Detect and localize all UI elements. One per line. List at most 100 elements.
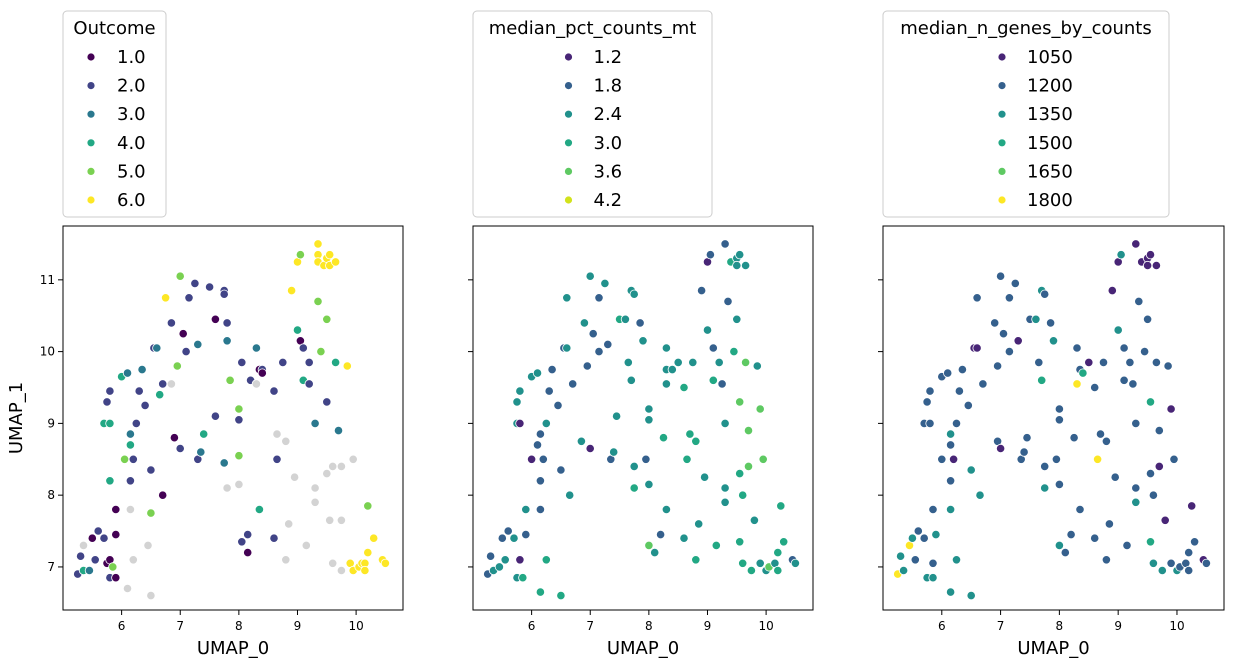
- data-point: [544, 386, 554, 396]
- data-point: [1046, 318, 1056, 328]
- data-point: [1040, 483, 1050, 493]
- data-point: [146, 465, 156, 475]
- data-point: [1075, 504, 1085, 515]
- data-point: [272, 454, 282, 464]
- data-point: [155, 390, 165, 400]
- x-tick-label: 6: [118, 619, 126, 633]
- data-point: [146, 508, 156, 518]
- data-point: [541, 555, 551, 565]
- data-point: [78, 540, 89, 551]
- data-point: [111, 504, 121, 515]
- data-point: [635, 318, 645, 328]
- data-point: [286, 285, 297, 296]
- data-point: [105, 476, 115, 486]
- data-point: [735, 397, 745, 407]
- data-point: [538, 454, 548, 464]
- data-point: [978, 379, 988, 389]
- data-point: [1019, 447, 1029, 457]
- data-point: [521, 504, 531, 515]
- data-point: [243, 529, 253, 540]
- data-point: [556, 465, 566, 475]
- data-point: [562, 343, 572, 353]
- data-point: [251, 379, 261, 389]
- data-point: [945, 476, 956, 486]
- data-point: [661, 343, 672, 353]
- data-point: [322, 314, 332, 324]
- legend-label: 1200: [1027, 76, 1073, 97]
- data-point: [755, 404, 765, 414]
- data-point: [134, 386, 144, 396]
- legend-title: Outcome: [73, 18, 155, 39]
- data-point: [919, 533, 929, 543]
- data-point: [708, 375, 718, 385]
- data-point: [169, 433, 179, 443]
- data-point: [992, 361, 1003, 371]
- data-point: [143, 540, 153, 551]
- legend: median_pct_counts_mt 1.2 1.8 2.4 3.0 3.6 4.2: [472, 10, 713, 218]
- data-point: [210, 314, 220, 324]
- data-point: [749, 515, 760, 525]
- data-point: [620, 314, 631, 324]
- data-point: [1090, 382, 1100, 393]
- data-point: [1110, 472, 1120, 482]
- data-point: [281, 555, 291, 565]
- data-point: [702, 325, 713, 335]
- data-point: [269, 386, 279, 396]
- data-point: [732, 314, 742, 324]
- data-point: [234, 415, 244, 425]
- data-point: [328, 461, 338, 471]
- data-point: [1131, 239, 1141, 249]
- data-point: [588, 329, 598, 339]
- data-point: [738, 558, 748, 568]
- data-point: [714, 357, 724, 367]
- legend-marker: [86, 138, 96, 148]
- plot-frame: [472, 225, 814, 611]
- data-point: [931, 529, 941, 540]
- data-point: [122, 583, 133, 594]
- data-point: [638, 336, 648, 346]
- data-point: [667, 364, 677, 375]
- data-point: [1134, 296, 1144, 306]
- data-point: [609, 447, 619, 457]
- data-point: [125, 504, 135, 515]
- legend-marker: [86, 81, 96, 90]
- data-point: [328, 558, 338, 568]
- data-point: [655, 529, 666, 540]
- data-point: [363, 547, 373, 558]
- data-point: [720, 483, 730, 493]
- data-point: [1054, 415, 1065, 425]
- data-point: [102, 397, 112, 407]
- data-point: [243, 547, 253, 558]
- data-point: [360, 565, 370, 576]
- data-point: [951, 418, 962, 428]
- data-point: [172, 361, 182, 371]
- data-point: [304, 379, 314, 389]
- data-point: [1004, 293, 1015, 303]
- data-point: [720, 418, 730, 428]
- data-point: [928, 573, 938, 583]
- data-point: [779, 537, 789, 547]
- data-point: [556, 590, 566, 601]
- legend-marker: [86, 166, 96, 176]
- chart-panel-3: 6 7 8 9 10 UMAP_0 median_n_genes_by_counts 1050…: [878, 10, 1225, 659]
- data-point: [237, 537, 247, 547]
- data-point: [535, 429, 546, 439]
- data-point: [175, 443, 185, 454]
- data-point: [503, 526, 513, 536]
- data-point: [644, 479, 654, 489]
- legend: median_n_genes_by_counts 1050 1200 1350 1500…: [882, 10, 1170, 218]
- data-point: [1040, 461, 1050, 471]
- data-point: [644, 415, 654, 425]
- data-point: [735, 537, 745, 547]
- data-point: [535, 587, 546, 597]
- data-point: [497, 533, 507, 543]
- data-point: [644, 540, 654, 551]
- data-point: [237, 357, 247, 367]
- data-point: [948, 454, 959, 464]
- data-point: [222, 483, 232, 493]
- data-point: [181, 346, 191, 357]
- legend-title: median_n_genes_by_counts: [900, 18, 1151, 39]
- data-point: [998, 329, 1009, 339]
- data-point: [1037, 375, 1047, 385]
- legend-marker: [564, 166, 573, 176]
